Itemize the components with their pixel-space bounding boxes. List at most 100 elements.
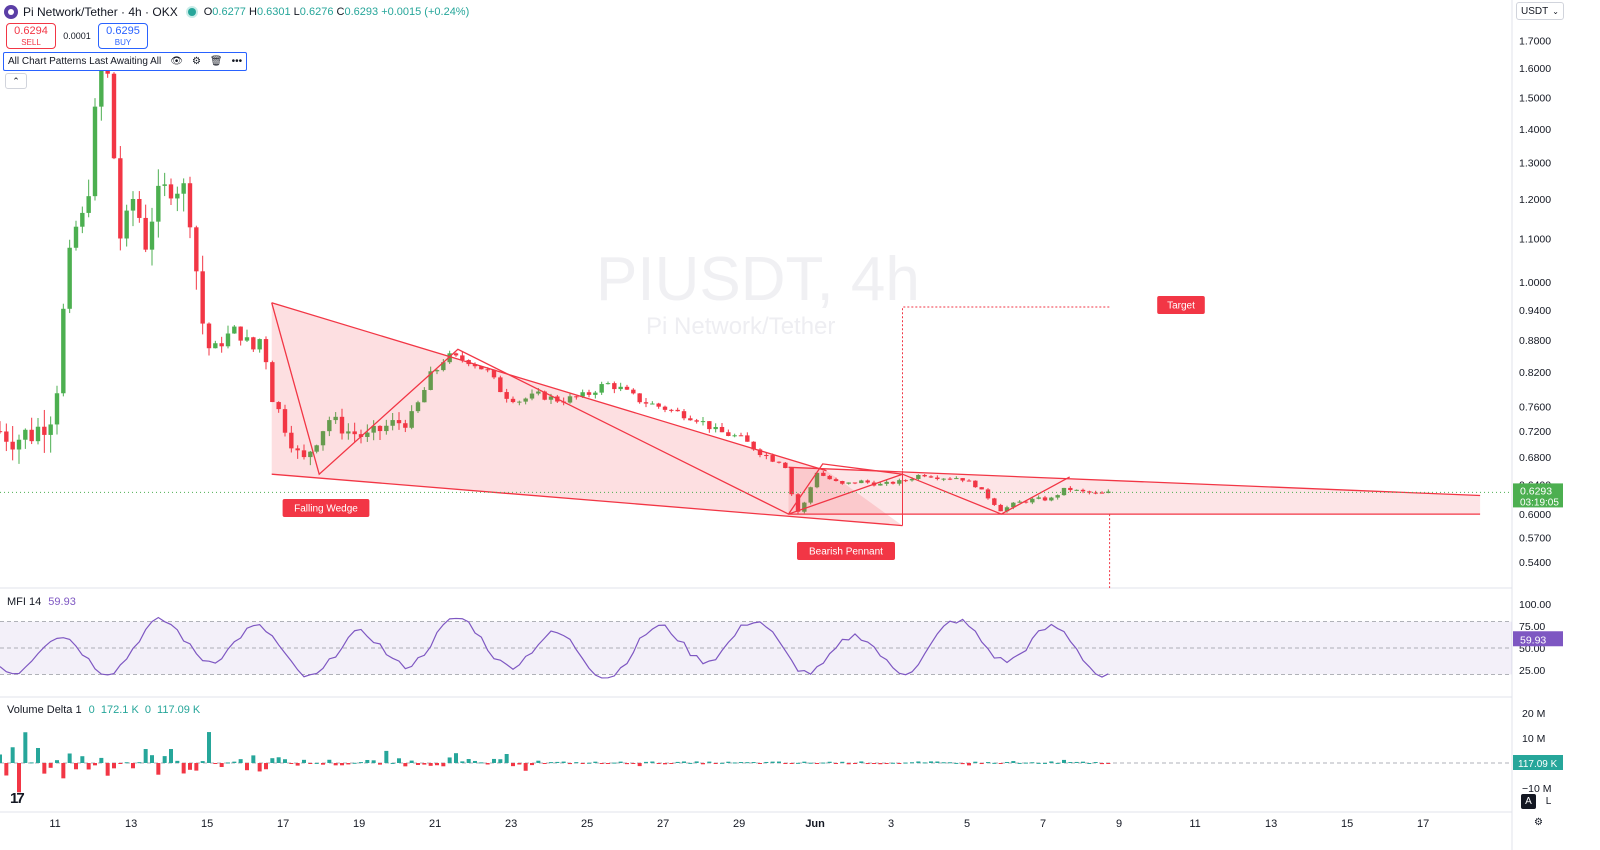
- candle-body: [745, 435, 750, 442]
- volume-delta-bar: [618, 761, 623, 763]
- volume-delta-bar: [365, 759, 370, 763]
- volume-delta-bar: [36, 747, 40, 763]
- symbol-title[interactable]: Pi Network/Tether · 4h · OKX: [23, 5, 178, 19]
- volume-delta-bar: [492, 758, 496, 763]
- candle-body: [783, 462, 788, 469]
- buy-button[interactable]: 0.6295 BUY: [98, 23, 148, 49]
- time-tick-label: 13: [1265, 818, 1277, 830]
- volume-delta-bar: [948, 762, 952, 764]
- candle-body: [270, 362, 275, 403]
- candle-body: [903, 480, 908, 482]
- mfi-legend[interactable]: MFI 14 59.93: [7, 596, 76, 608]
- candle-body: [111, 73, 117, 159]
- candle-body: [846, 482, 851, 484]
- candle-body: [35, 426, 41, 442]
- time-tick-label: 9: [1116, 818, 1122, 830]
- currency-select[interactable]: USDT ⌄: [1516, 2, 1564, 20]
- volume-delta-bar: [650, 761, 655, 763]
- tradingview-logo[interactable]: 17: [10, 790, 25, 807]
- volume-delta-bar: [910, 762, 914, 764]
- sell-price: 0.6294: [14, 25, 48, 37]
- candle-body: [498, 377, 503, 393]
- candle-body: [669, 409, 674, 411]
- sell-button[interactable]: 0.6294 SELL: [6, 23, 56, 49]
- volume-scale-label: −10 M: [1522, 783, 1551, 795]
- target-label[interactable]: Target: [1157, 296, 1205, 314]
- bearish-pennant-label[interactable]: Bearish Pennant: [797, 542, 895, 560]
- volume-delta-bar: [257, 763, 262, 772]
- volume-delta-bar: [568, 763, 572, 765]
- candle-body: [814, 472, 820, 488]
- volume-delta-bar: [93, 763, 97, 766]
- volume-delta-bar: [473, 760, 477, 763]
- candle-body: [92, 106, 98, 197]
- low-label: L: [293, 6, 300, 18]
- volume-delta-bar: [783, 763, 788, 764]
- candle-body: [681, 411, 687, 419]
- log-scale-button[interactable]: L: [1545, 796, 1552, 807]
- mfi-value-tag-text: 59.93: [1520, 634, 1546, 646]
- candle-body: [719, 426, 725, 433]
- volume-delta-bar: [739, 762, 743, 764]
- time-tick-label: Jun: [805, 818, 825, 830]
- candle-body: [54, 393, 60, 425]
- candle-body: [10, 441, 15, 450]
- candle-body: [795, 494, 801, 512]
- volume-delta-bar: [112, 763, 116, 769]
- volume-delta-bar: [967, 763, 971, 766]
- volume-delta-legend[interactable]: Volume Delta 1 0 172.1 K 0 117.09 K: [7, 704, 200, 716]
- candle-body: [339, 416, 345, 434]
- volume-delta-bar: [808, 762, 813, 764]
- volume-delta-bar: [162, 756, 167, 763]
- candle-body: [612, 383, 617, 390]
- pattern-falling-wedge[interactable]: [271, 302, 903, 527]
- candle-body: [878, 483, 883, 486]
- candle-body: [358, 434, 364, 437]
- collapse-legend-icon[interactable]: ⌃: [5, 73, 27, 89]
- settings-gear-icon[interactable]: ⚙: [1534, 817, 1543, 828]
- candle-body: [954, 478, 959, 480]
- price-tick-label: 0.9400: [1519, 305, 1551, 317]
- volume-delta-bar: [878, 763, 883, 765]
- change-value: +0.0015 (+0.24%): [381, 6, 470, 18]
- volume-delta-bar: [916, 761, 921, 763]
- volume-delta-bar: [1030, 762, 1035, 764]
- watermark-symbol: PIUSDT, 4h: [596, 245, 920, 314]
- volume-delta-v1: 0: [88, 704, 95, 716]
- volume-delta-bar: [1062, 759, 1066, 763]
- price-tick-label: 0.6000: [1519, 509, 1551, 521]
- candle-body: [409, 411, 414, 428]
- pattern-bearish-pennant[interactable]: [787, 463, 1481, 515]
- falling-wedge-label[interactable]: Falling Wedge: [282, 499, 370, 517]
- candle-body: [707, 421, 712, 430]
- candle-body: [314, 445, 319, 452]
- eye-icon[interactable]: 👁: [170, 56, 183, 67]
- settings-icon[interactable]: ⚙: [191, 56, 201, 67]
- more-icon[interactable]: •••: [231, 56, 243, 67]
- candle-body: [415, 402, 421, 412]
- candle-body: [688, 418, 693, 421]
- volume-delta-bars: [0, 732, 1111, 793]
- volume-delta-v4: 117.09 K: [157, 704, 201, 716]
- volume-delta-bar: [74, 763, 78, 770]
- volume-delta-bar: [460, 761, 465, 763]
- volume-delta-bar: [549, 762, 553, 764]
- price-tick-label: 1.5000: [1519, 92, 1551, 104]
- auto-scale-button[interactable]: A: [1521, 794, 1536, 809]
- volume-value-tag-text: 117.09 K: [1518, 759, 1558, 770]
- candle-body: [1011, 502, 1016, 508]
- mfi-scale-label: 75.00: [1519, 621, 1545, 633]
- volume-delta-bar: [669, 763, 674, 764]
- volume-delta-bar: [321, 763, 325, 765]
- candle-body: [244, 337, 250, 341]
- volume-delta-bar: [10, 747, 15, 763]
- indicator-legend[interactable]: All Chart Patterns Last Awaiting All 👁 ⚙…: [3, 52, 248, 71]
- volume-delta-bar: [219, 763, 224, 768]
- candle-body: [770, 455, 775, 462]
- candle-body: [821, 472, 826, 476]
- trash-icon[interactable]: 🗑: [209, 56, 223, 67]
- volume-delta-bar: [656, 763, 661, 764]
- candle-body: [460, 355, 465, 361]
- volume-delta-bar: [891, 762, 895, 764]
